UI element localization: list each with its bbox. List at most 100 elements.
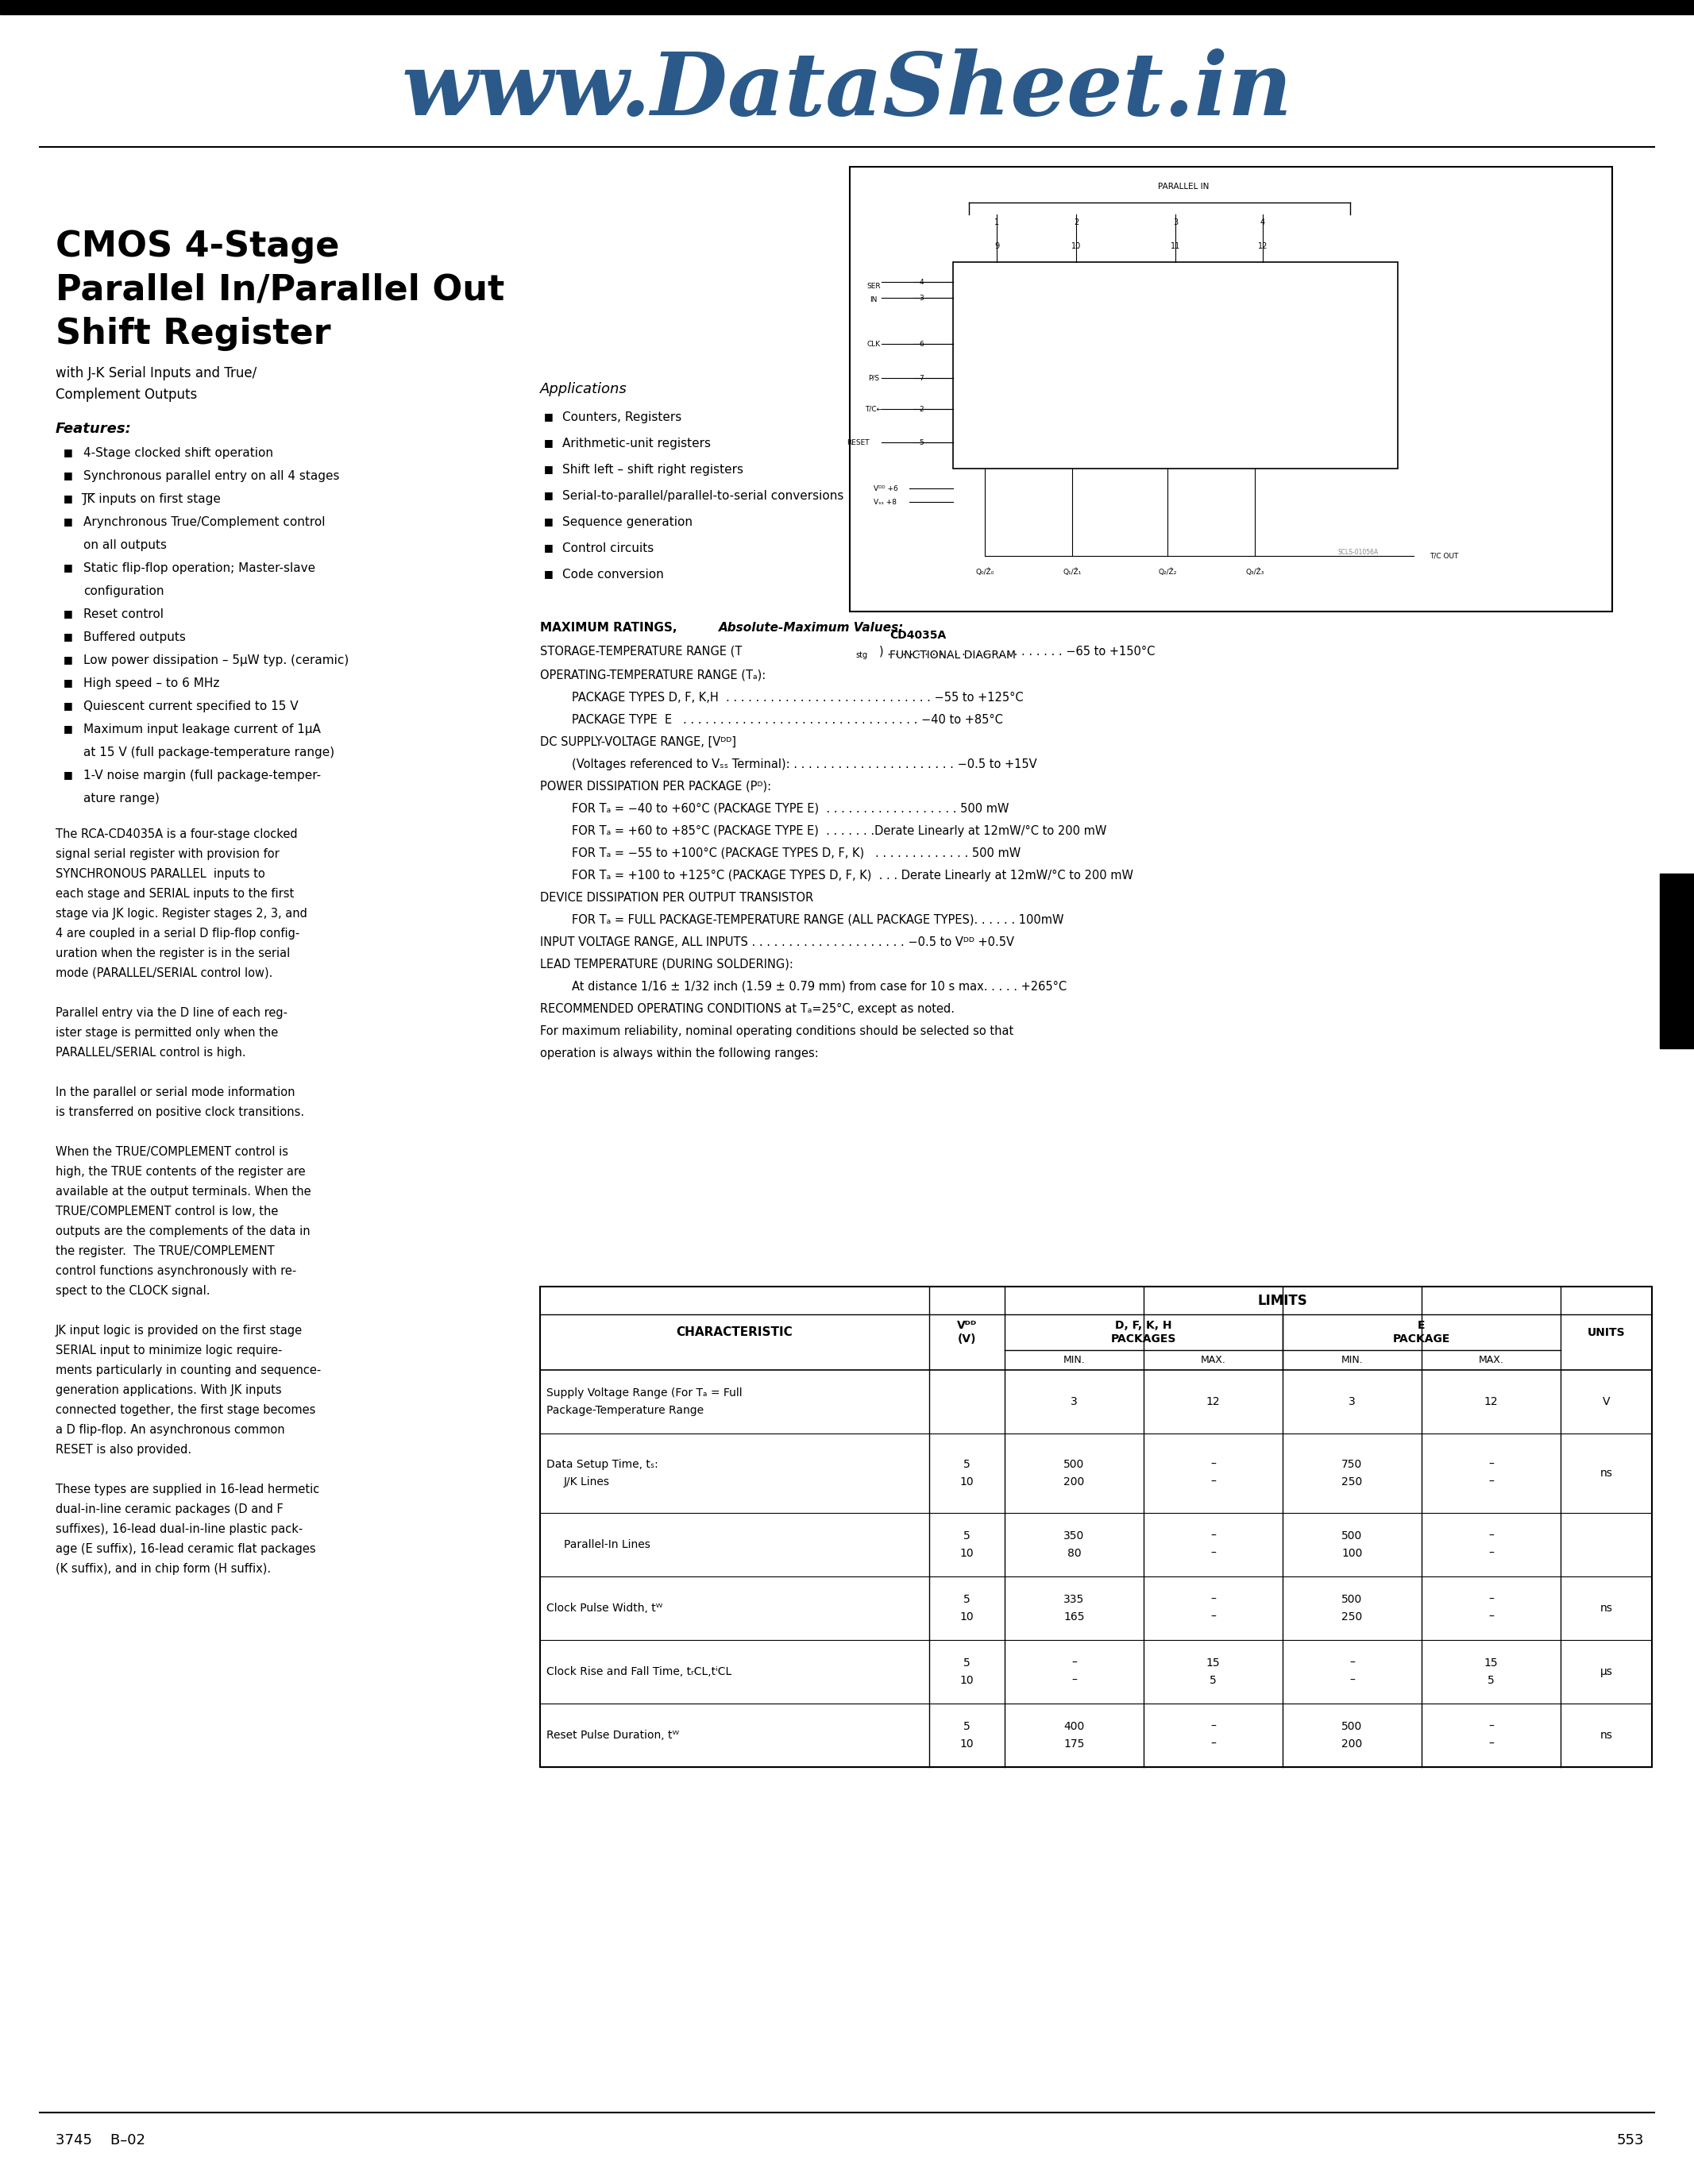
Text: a D flip-flop. An asynchronous common: a D flip-flop. An asynchronous common	[56, 1424, 285, 1435]
Text: MIN.: MIN.	[1342, 1354, 1364, 1365]
Text: Quiescent current specified to 15 V: Quiescent current specified to 15 V	[83, 701, 298, 712]
Text: In the parallel or serial mode information: In the parallel or serial mode informati…	[56, 1085, 295, 1099]
Text: 10: 10	[960, 1476, 974, 1487]
Text: ■: ■	[544, 491, 554, 500]
Text: ■: ■	[64, 563, 73, 572]
Text: Arynchronous True/Complement control: Arynchronous True/Complement control	[83, 515, 325, 529]
Text: at 15 V (full package-temperature range): at 15 V (full package-temperature range)	[83, 747, 334, 758]
Text: Reset Pulse Duration, tᵂ: Reset Pulse Duration, tᵂ	[547, 1730, 679, 1741]
Text: Complement Outputs: Complement Outputs	[56, 387, 197, 402]
Text: configuration: configuration	[83, 585, 164, 596]
Text: 12: 12	[1259, 242, 1267, 251]
Text: 15: 15	[1484, 1658, 1497, 1669]
Text: Clock Pulse Width, tᵂ: Clock Pulse Width, tᵂ	[547, 1603, 662, 1614]
Text: is transferred on positive clock transitions.: is transferred on positive clock transit…	[56, 1105, 305, 1118]
Text: Control circuits: Control circuits	[562, 542, 654, 555]
Text: 10: 10	[960, 1548, 974, 1559]
Text: ns: ns	[1599, 1468, 1613, 1479]
Text: RESET is also provided.: RESET is also provided.	[56, 1444, 191, 1455]
Text: 5: 5	[1210, 1675, 1216, 1686]
Text: 3: 3	[918, 295, 923, 301]
Text: –: –	[1350, 1675, 1355, 1686]
Text: RESET: RESET	[847, 439, 869, 446]
Text: High speed – to 6 MHz: High speed – to 6 MHz	[83, 677, 220, 688]
Text: 9: 9	[994, 242, 999, 251]
Text: stg: stg	[855, 651, 867, 660]
Text: SER: SER	[867, 282, 881, 290]
Text: FUNCTIONAL DIAGRAM: FUNCTIONAL DIAGRAM	[889, 649, 1016, 662]
Bar	[540, 1286, 1652, 1767]
Text: 750: 750	[1342, 1459, 1362, 1470]
Text: –: –	[1211, 1531, 1216, 1542]
Text: PARALLEL/SERIAL control is high.: PARALLEL/SERIAL control is high.	[56, 1046, 246, 1059]
Text: 10: 10	[1071, 242, 1081, 251]
Text: 165: 165	[1064, 1612, 1084, 1623]
Text: on all outputs: on all outputs	[83, 539, 166, 550]
Text: The RCA-CD4035A is a four-stage clocked: The RCA-CD4035A is a four-stage clocked	[56, 828, 298, 841]
Text: FOR Tₐ = +100 to +125°C (PACKAGE TYPES D, F, K)  . . . Derate Linearly at 12mW/°: FOR Tₐ = +100 to +125°C (PACKAGE TYPES D…	[573, 869, 1133, 880]
Text: Low power dissipation – 5μW typ. (ceramic): Low power dissipation – 5μW typ. (cerami…	[83, 653, 349, 666]
Text: generation applications. With JK inputs: generation applications. With JK inputs	[56, 1385, 281, 1396]
Text: V: V	[1603, 1396, 1609, 1406]
Text: For maximum reliability, nominal operating conditions should be selected so that: For maximum reliability, nominal operati…	[540, 1024, 1013, 1037]
Text: dual-in-line ceramic packages (D and F: dual-in-line ceramic packages (D and F	[56, 1503, 283, 1516]
Text: Package-Temperature Range: Package-Temperature Range	[547, 1404, 703, 1415]
Text: ■: ■	[64, 655, 73, 666]
Text: 5: 5	[964, 1594, 971, 1605]
Text: –: –	[1211, 1459, 1216, 1470]
Text: 500: 500	[1064, 1459, 1084, 1470]
Text: 4 are coupled in a serial D flip-flop config-: 4 are coupled in a serial D flip-flop co…	[56, 928, 300, 939]
Text: P/S: P/S	[867, 373, 879, 382]
Text: 500: 500	[1342, 1721, 1362, 1732]
Text: Reset control: Reset control	[83, 607, 164, 620]
Text: –: –	[1211, 1738, 1216, 1749]
Text: –: –	[1489, 1476, 1494, 1487]
Text: the register.  The TRUE/COMPLEMENT: the register. The TRUE/COMPLEMENT	[56, 1245, 274, 1256]
Text: FOR Tₐ = −55 to +100°C (PACKAGE TYPES D, F, K)   . . . . . . . . . . . . . 500 m: FOR Tₐ = −55 to +100°C (PACKAGE TYPES D,…	[573, 847, 1021, 858]
Text: 7: 7	[918, 373, 923, 382]
Text: RECOMMENDED OPERATING CONDITIONS at Tₐ=25°C, except as noted.: RECOMMENDED OPERATING CONDITIONS at Tₐ=2…	[540, 1002, 955, 1016]
Bar	[954, 262, 1398, 470]
Text: INPUT VOLTAGE RANGE, ALL INPUTS . . . . . . . . . . . . . . . . . . . . . −0.5 t: INPUT VOLTAGE RANGE, ALL INPUTS . . . . …	[540, 937, 1015, 948]
Text: 4: 4	[1260, 218, 1265, 227]
Text: FOR Tₐ = FULL PACKAGE-TEMPERATURE RANGE (ALL PACKAGE TYPES). . . . . . 100mW: FOR Tₐ = FULL PACKAGE-TEMPERATURE RANGE …	[573, 913, 1064, 926]
Text: Maximum input leakage current of 1μA: Maximum input leakage current of 1μA	[83, 723, 320, 736]
Text: Features:: Features:	[56, 422, 132, 437]
Text: SERIAL input to minimize logic require-: SERIAL input to minimize logic require-	[56, 1343, 283, 1356]
Text: ■: ■	[64, 771, 73, 780]
Text: ■: ■	[544, 465, 554, 474]
Text: IN: IN	[871, 295, 877, 304]
Text: μs: μs	[1599, 1666, 1613, 1677]
Text: 250: 250	[1342, 1612, 1362, 1623]
Text: These types are supplied in 16-lead hermetic: These types are supplied in 16-lead herm…	[56, 1483, 320, 1496]
Text: suffixes), 16-lead dual-in-line plastic pack-: suffixes), 16-lead dual-in-line plastic …	[56, 1522, 303, 1535]
Text: Q₃/Ẑ₃: Q₃/Ẑ₃	[1245, 568, 1264, 577]
Text: Parallel entry via the D line of each reg-: Parallel entry via the D line of each re…	[56, 1007, 288, 1018]
Text: operation is always within the following ranges:: operation is always within the following…	[540, 1046, 818, 1059]
Text: 5: 5	[964, 1658, 971, 1669]
Text: 3: 3	[1071, 1396, 1077, 1406]
Text: Shift left – shift right registers: Shift left – shift right registers	[562, 463, 744, 476]
Text: high, the TRUE contents of the register are: high, the TRUE contents of the register …	[56, 1166, 305, 1177]
Text: DEVICE DISSIPATION PER OUTPUT TRANSISTOR: DEVICE DISSIPATION PER OUTPUT TRANSISTOR	[540, 891, 813, 904]
Text: DC SUPPLY-VOLTAGE RANGE, [Vᴰᴰ]: DC SUPPLY-VOLTAGE RANGE, [Vᴰᴰ]	[540, 736, 737, 747]
Text: –: –	[1489, 1721, 1494, 1732]
Text: –: –	[1071, 1658, 1077, 1669]
Text: 200: 200	[1064, 1476, 1084, 1487]
Text: –: –	[1489, 1594, 1494, 1605]
Text: 400: 400	[1064, 1721, 1084, 1732]
Text: (Voltages referenced to Vₛₛ Terminal): . . . . . . . . . . . . . . . . . . . . .: (Voltages referenced to Vₛₛ Terminal): .…	[573, 758, 1037, 771]
Text: ature range): ature range)	[83, 793, 159, 804]
Text: Arithmetic-unit registers: Arithmetic-unit registers	[562, 437, 711, 450]
Text: (K suffix), and in chip form (H suffix).: (K suffix), and in chip form (H suffix).	[56, 1562, 271, 1575]
Text: Applications: Applications	[540, 382, 627, 395]
Text: LEAD TEMPERATURE (DURING SOLDERING):: LEAD TEMPERATURE (DURING SOLDERING):	[540, 959, 793, 970]
Text: 5: 5	[964, 1459, 971, 1470]
Text: TRUE/COMPLEMENT control is low, the: TRUE/COMPLEMENT control is low, the	[56, 1206, 278, 1216]
Text: Supply Voltage Range (For Tₐ = Full: Supply Voltage Range (For Tₐ = Full	[547, 1387, 742, 1398]
Text: –: –	[1211, 1594, 1216, 1605]
Text: 6: 6	[918, 341, 923, 347]
Text: –: –	[1350, 1658, 1355, 1669]
Text: 12: 12	[1484, 1396, 1497, 1406]
Text: MIN.: MIN.	[1064, 1354, 1086, 1365]
